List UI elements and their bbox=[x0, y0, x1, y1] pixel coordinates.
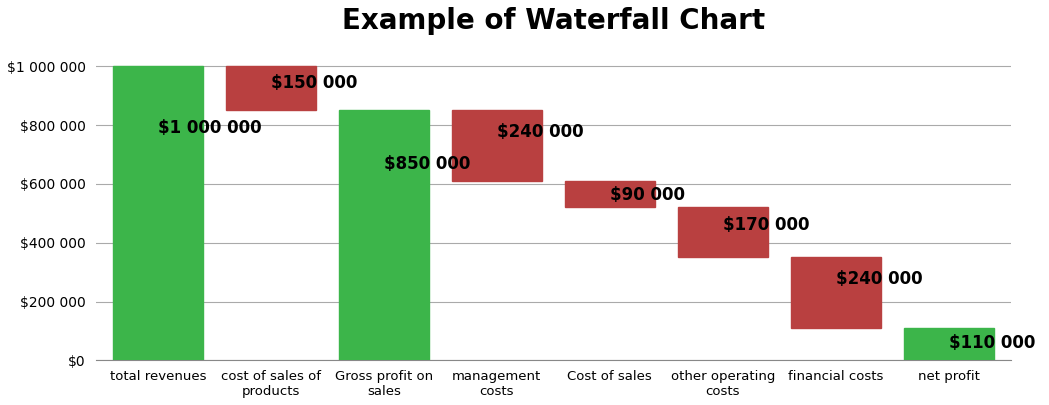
Bar bbox=[339, 111, 429, 360]
Bar bbox=[791, 258, 881, 328]
Text: $110 000: $110 000 bbox=[948, 334, 1035, 352]
Text: $240 000: $240 000 bbox=[836, 270, 922, 288]
Bar bbox=[903, 328, 994, 360]
Text: $1 000 000: $1 000 000 bbox=[157, 119, 261, 137]
Text: $850 000: $850 000 bbox=[384, 156, 470, 173]
Text: $170 000: $170 000 bbox=[723, 216, 809, 234]
Bar bbox=[564, 181, 655, 207]
Text: $240 000: $240 000 bbox=[497, 123, 583, 141]
Text: $150 000: $150 000 bbox=[271, 74, 357, 92]
Bar bbox=[226, 66, 316, 111]
Text: $90 000: $90 000 bbox=[609, 186, 685, 204]
Bar bbox=[451, 111, 542, 181]
Bar bbox=[112, 66, 204, 360]
Title: Example of Waterfall Chart: Example of Waterfall Chart bbox=[342, 7, 765, 35]
Bar bbox=[678, 207, 768, 258]
